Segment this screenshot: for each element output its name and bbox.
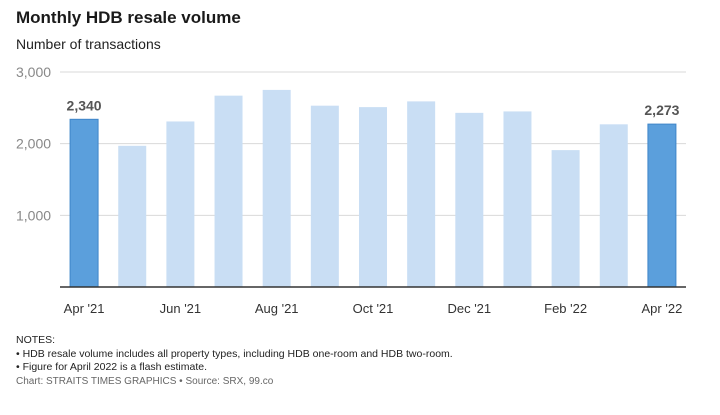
bar-2 xyxy=(166,121,195,287)
x-tick-label-8: Dec '21 xyxy=(447,301,491,316)
x-tick-label-6: Oct '21 xyxy=(353,301,394,316)
bar-chart: 1,000 2,000 3,000 2,340 Apr '21 Jun '21 Aug '2… xyxy=(16,64,686,316)
bar-12 xyxy=(647,123,677,288)
bar-7 xyxy=(407,101,436,287)
notes-line-2: • Figure for April 2022 is a flash estim… xyxy=(16,361,208,373)
bar-6 xyxy=(359,107,387,287)
data-label-12: 2,273 xyxy=(644,102,679,118)
data-label-0: 2,340 xyxy=(67,97,102,113)
x-tick-label-2: Jun '21 xyxy=(160,301,202,316)
chart-credit: Chart: STRAITS TIMES GRAPHICS • Source: … xyxy=(16,376,274,387)
y-tick-label: 2,000 xyxy=(16,136,51,152)
notes-line-1: • HDB resale volume includes all propert… xyxy=(16,347,453,360)
bar-10 xyxy=(551,150,580,287)
bar-0 xyxy=(69,118,99,288)
bar-9 xyxy=(503,111,532,288)
bar-1 xyxy=(118,145,147,287)
notes-heading: NOTES: xyxy=(16,334,56,346)
notes: NOTES: • HDB resale volume includes all … xyxy=(16,334,453,375)
bar-3 xyxy=(214,95,243,288)
x-tick-label-12: Apr '22 xyxy=(642,301,683,316)
bar-4 xyxy=(262,89,291,288)
y-tick-label: 3,000 xyxy=(16,64,51,80)
x-tick-label-10: Feb '22 xyxy=(544,301,587,316)
x-tick-label-4: Aug '21 xyxy=(255,301,299,316)
y-tick-label: 1,000 xyxy=(16,207,51,223)
x-tick-label-0: Apr '21 xyxy=(64,301,105,316)
bar-11 xyxy=(599,124,628,287)
chart-subtitle: Number of transactions xyxy=(16,36,161,52)
bar-8 xyxy=(455,112,484,287)
bar-5 xyxy=(310,105,339,287)
chart-title: Monthly HDB resale volume xyxy=(16,8,241,27)
